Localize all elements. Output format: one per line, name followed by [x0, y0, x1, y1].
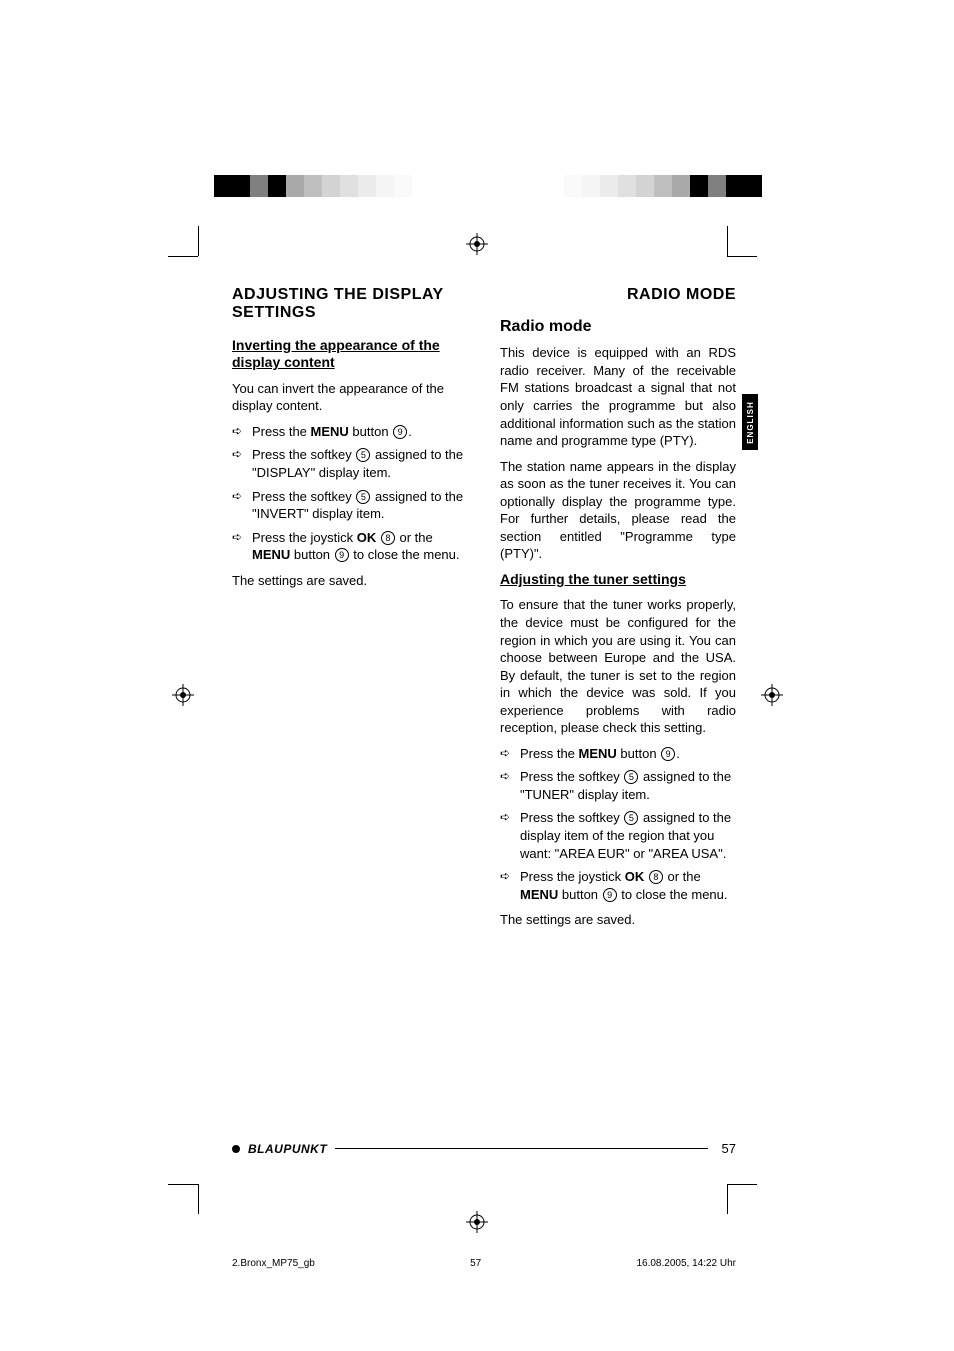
- language-tab-text: ENGLISH: [746, 401, 755, 444]
- language-tab: ENGLISH: [742, 394, 758, 450]
- running-head-left: ADJUSTING THE DISPLAY SETTINGS: [232, 286, 468, 323]
- calibration-strip-left: [178, 175, 448, 197]
- para-invert-intro: You can invert the appearance of the dis…: [232, 380, 468, 415]
- step-1: Press the MENU button 9.: [232, 423, 468, 441]
- registration-mark-right: [761, 684, 783, 706]
- para-rds-intro: This device is equipped with an RDS radi…: [500, 344, 736, 449]
- step-2: Press the softkey 5 assigned to the "DIS…: [232, 446, 468, 481]
- button-ref-9: 9: [393, 425, 407, 439]
- calibration-strip-right: [528, 175, 798, 197]
- imposition-page: 57: [470, 1258, 481, 1269]
- button-ref-9: 9: [661, 747, 675, 761]
- step-4: Press the joystick OK 8 or the MENU butt…: [232, 529, 468, 564]
- step-4: Press the joystick OK 8 or the MENU butt…: [500, 868, 736, 903]
- page-number: 57: [722, 1141, 736, 1156]
- button-ref-5: 5: [624, 811, 638, 825]
- imposition-file: 2.Bronx_MP75_gb: [232, 1258, 315, 1269]
- brand-name: BLAUPUNKT: [248, 1142, 327, 1156]
- button-ref-9: 9: [603, 888, 617, 902]
- registration-mark-top: [466, 233, 488, 255]
- right-column: RADIO MODE Radio mode This device is equ…: [500, 286, 736, 937]
- button-ref-5: 5: [356, 490, 370, 504]
- para-tuner-intro: To ensure that the tuner works properly,…: [500, 596, 736, 736]
- step-3: Press the softkey 5 assigned to the disp…: [500, 809, 736, 862]
- running-head-right: RADIO MODE: [500, 286, 736, 304]
- steps-tuner: Press the MENU button 9. Press the softk…: [500, 745, 736, 903]
- button-ref-8: 8: [381, 531, 395, 545]
- registration-mark-left: [172, 684, 194, 706]
- registration-mark-bottom: [466, 1211, 488, 1233]
- step-1: Press the MENU button 9.: [500, 745, 736, 763]
- heading-radio-mode: Radio mode: [500, 318, 736, 336]
- para-settings-saved-right: The settings are saved.: [500, 911, 736, 929]
- heading-inverting: Inverting the appearance of the display …: [232, 337, 468, 372]
- brand-dot-icon: [232, 1145, 240, 1153]
- page-content: ADJUSTING THE DISPLAY SETTINGS Inverting…: [232, 286, 736, 937]
- imposition-info: 2.Bronx_MP75_gb 57 16.08.2005, 14:22 Uhr: [232, 1258, 736, 1269]
- para-settings-saved-left: The settings are saved.: [232, 572, 468, 590]
- imposition-date: 16.08.2005, 14:22 Uhr: [636, 1258, 736, 1269]
- button-ref-5: 5: [356, 448, 370, 462]
- footer-rule: [335, 1148, 707, 1149]
- left-column: ADJUSTING THE DISPLAY SETTINGS Inverting…: [232, 286, 468, 937]
- step-3: Press the softkey 5 assigned to the "INV…: [232, 488, 468, 523]
- button-ref-9: 9: [335, 548, 349, 562]
- button-ref-5: 5: [624, 770, 638, 784]
- para-station-name: The station name appears in the display …: [500, 458, 736, 563]
- button-ref-8: 8: [649, 870, 663, 884]
- heading-tuner-settings: Adjusting the tuner settings: [500, 571, 736, 589]
- page-footer: BLAUPUNKT 57: [232, 1141, 736, 1156]
- steps-invert: Press the MENU button 9. Press the softk…: [232, 423, 468, 564]
- step-2: Press the softkey 5 assigned to the "TUN…: [500, 768, 736, 803]
